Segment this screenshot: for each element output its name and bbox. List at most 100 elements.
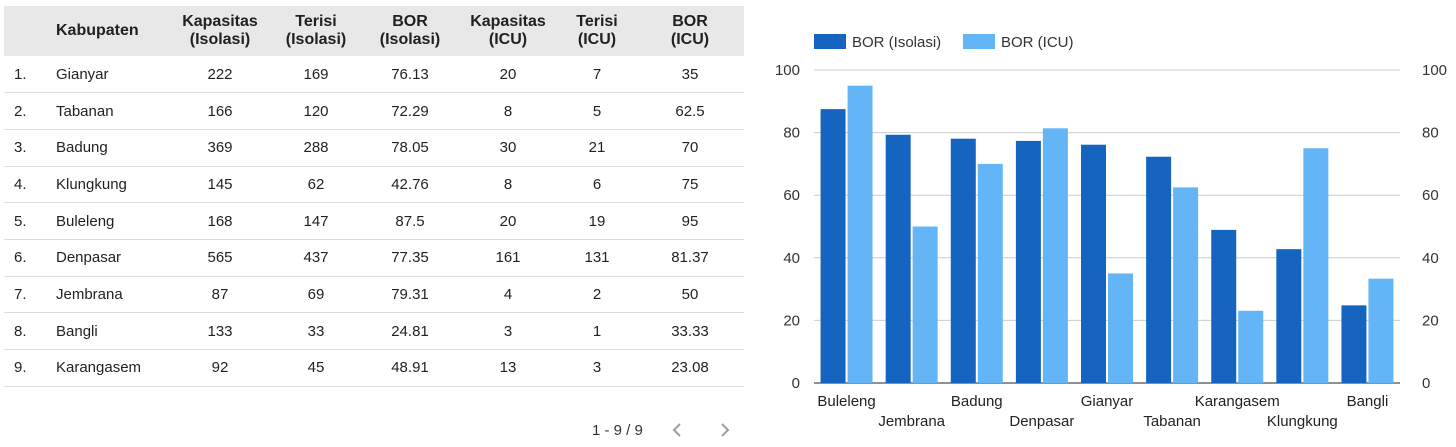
column-header-bor_iso[interactable]: BOR (Isolasi) — [362, 6, 458, 56]
cell-bor_iso: 78.05 — [391, 139, 429, 157]
column-header-ter_icu[interactable]: Terisi (ICU) — [558, 6, 636, 56]
column-header-line: Kabupaten — [56, 22, 139, 39]
cell-ter_iso: 62 — [307, 175, 325, 193]
x-category-label: Badung — [951, 393, 1003, 410]
cell-idx: 6. — [14, 249, 27, 267]
cell-name: Klungkung — [56, 175, 127, 193]
table-row[interactable]: 2. Tabanan 166 120 72.29 8 5 62.5 — [4, 93, 744, 130]
cell-ter_icu: 7 — [592, 65, 602, 83]
cell-bor_iso: 79.31 — [391, 285, 429, 303]
x-category-label: Buleleng — [817, 393, 875, 410]
legend-label: BOR (Isolasi) — [852, 34, 941, 51]
cell-bor_iso: 76.13 — [391, 65, 429, 83]
previous-page-button[interactable] — [667, 419, 689, 441]
column-header-line: (Isolasi) — [189, 31, 251, 48]
cell-name: Karangasem — [56, 359, 142, 377]
cell-bor_icu: 95 — [681, 212, 699, 230]
y-right-tick-label: 40 — [1422, 250, 1439, 267]
cell-bor_icu: 23.08 — [671, 359, 709, 377]
column-header-name[interactable]: Kabupaten — [46, 6, 170, 56]
cell-ter_iso: 69 — [307, 285, 325, 303]
table-header-row: Kabupaten Kapasitas (Isolasi) Terisi (Isolas… — [4, 6, 744, 56]
cell-idx: 1. — [14, 65, 27, 83]
cell-bor_icu: 62.5 — [675, 102, 705, 120]
bar-bor-isolasi — [1015, 140, 1041, 383]
cell-bor_iso: 72.29 — [391, 102, 429, 120]
cell-ter_icu: 131 — [584, 249, 610, 267]
cell-kap_icu: 161 — [495, 249, 521, 267]
next-page-button[interactable] — [713, 419, 735, 441]
bar-bor-isolasi — [1081, 144, 1106, 383]
cell-kap_iso: 92 — [211, 359, 229, 377]
table-row[interactable]: 9. Karangasem 92 45 48.91 13 3 23.08 — [4, 350, 744, 387]
cell-ter_iso: 437 — [303, 249, 329, 267]
column-header-idx[interactable] — [4, 6, 46, 56]
table-row[interactable]: 3. Badung 369 288 78.05 30 21 70 — [4, 129, 744, 167]
cell-idx: 8. — [14, 322, 27, 340]
cell-ter_icu: 6 — [592, 175, 602, 193]
x-category-label: Bangli — [1347, 393, 1389, 410]
legend-label: BOR (ICU) — [1001, 34, 1074, 51]
bar-bor-icu — [847, 85, 873, 384]
y-tick-label: 40 — [783, 250, 800, 267]
y-tick-label: 100 — [775, 62, 800, 79]
table-row[interactable]: 7. Jembrana 87 69 79.31 4 2 50 — [4, 276, 744, 313]
chevron-left-icon — [672, 423, 681, 437]
bar-bor-isolasi — [950, 138, 976, 383]
cell-kap_icu: 20 — [499, 65, 517, 83]
table-row[interactable]: 4. Klungkung 145 62 42.76 8 6 75 — [4, 166, 744, 203]
bar-bor-icu — [1368, 278, 1394, 383]
column-header-line: Kapasitas — [182, 13, 258, 30]
cell-kap_iso: 87 — [211, 285, 229, 303]
bar-bor-icu — [1108, 273, 1133, 383]
column-header-line: (ICU) — [577, 31, 617, 48]
cell-bor_icu: 35 — [681, 65, 699, 83]
cell-kap_iso: 369 — [207, 139, 233, 157]
cell-ter_iso: 169 — [303, 65, 329, 83]
column-header-line: Terisi — [295, 13, 337, 30]
cell-bor_icu: 81.37 — [671, 249, 709, 267]
cell-name: Badung — [56, 139, 108, 157]
cell-idx: 5. — [14, 212, 27, 230]
cell-bor_icu: 75 — [681, 175, 699, 193]
y-right-tick-label: 100 — [1422, 62, 1447, 79]
table-row[interactable]: 1. Gianyar 222 169 76.13 20 7 35 — [4, 56, 744, 93]
cell-kap_iso: 222 — [207, 65, 233, 83]
cell-ter_iso: 288 — [303, 139, 329, 157]
column-header-kap_icu[interactable]: Kapasitas (ICU) — [458, 6, 558, 56]
cell-kap_icu: 8 — [503, 175, 513, 193]
cell-kap_iso: 166 — [207, 102, 233, 120]
table-row[interactable]: 5. Buleleng 168 147 87.5 20 19 95 — [4, 203, 744, 240]
table-row[interactable]: 6. Denpasar 565 437 77.35 161 131 81.37 — [4, 239, 744, 277]
cell-idx: 9. — [14, 359, 27, 377]
x-category-label: Klungkung — [1267, 413, 1338, 430]
bor-bar-chart: BOR (Isolasi) BOR (ICU) 0 20 40 60 80 100 0 20 40 6… — [775, 34, 1447, 430]
bar-bor-isolasi — [885, 134, 911, 383]
bar-bor-icu — [977, 163, 1003, 383]
column-header-ter_iso[interactable]: Terisi (Isolasi) — [270, 6, 362, 56]
cell-idx: 3. — [14, 139, 27, 157]
legend-swatch — [814, 34, 846, 49]
bar-bor-isolasi — [1146, 156, 1172, 383]
cell-ter_icu: 2 — [592, 285, 602, 303]
y-right-tick-label: 80 — [1422, 125, 1439, 142]
table-row[interactable]: 8. Bangli 133 33 24.81 3 1 33.33 — [4, 313, 744, 350]
bar-bor-icu — [1303, 148, 1329, 383]
cell-ter_icu: 3 — [592, 359, 602, 377]
column-header-line: Terisi — [576, 13, 618, 30]
x-category-label: Denpasar — [1009, 413, 1074, 430]
column-header-line: Kapasitas — [470, 13, 546, 30]
column-header-bor_icu[interactable]: BOR (ICU) — [636, 6, 744, 56]
cell-bor_iso: 42.76 — [391, 175, 429, 193]
cell-kap_iso: 133 — [207, 322, 233, 340]
cell-ter_icu: 19 — [588, 212, 606, 230]
cell-ter_iso: 33 — [307, 322, 325, 340]
y-right-tick-label: 60 — [1422, 187, 1439, 204]
x-category-label: Jembrana — [878, 413, 945, 430]
column-header-kap_iso[interactable]: Kapasitas (Isolasi) — [170, 6, 270, 56]
cell-name: Gianyar — [56, 65, 109, 83]
cell-name: Denpasar — [56, 249, 122, 267]
cell-bor_icu: 33.33 — [671, 322, 709, 340]
y-tick-label: 60 — [783, 187, 800, 204]
cell-idx: 4. — [14, 175, 27, 193]
